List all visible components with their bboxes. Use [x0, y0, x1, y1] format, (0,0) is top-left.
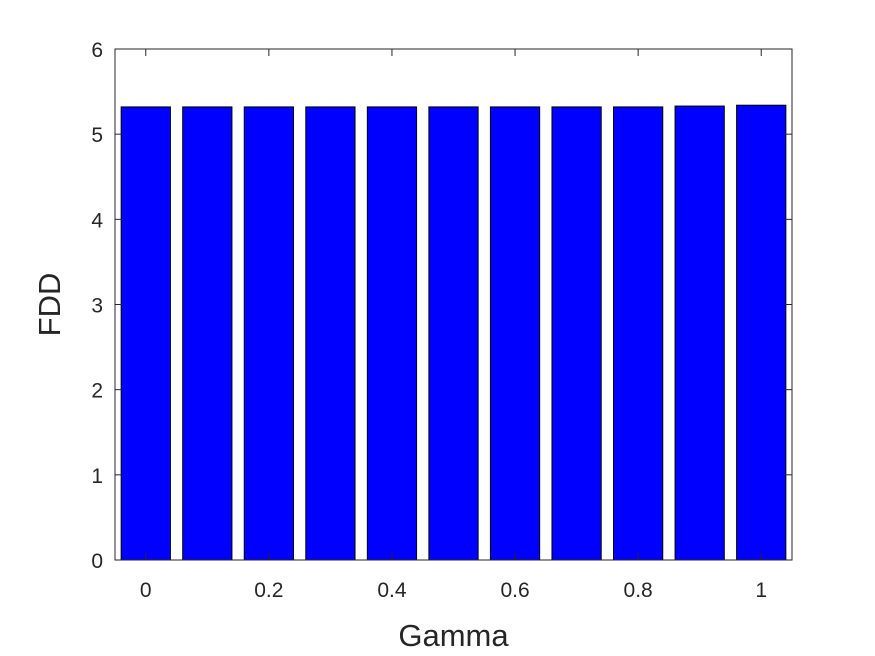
- bar-8: [613, 106, 664, 561]
- x-tick-label-4: 0.8: [624, 579, 653, 602]
- bar-1: [182, 106, 233, 561]
- bar-5: [428, 106, 479, 561]
- x-tick-label-0: 0: [140, 579, 152, 602]
- y-tick-label-3: 3: [91, 295, 103, 318]
- x-axis-label: Gamma: [398, 618, 509, 653]
- bar-2: [243, 106, 294, 561]
- x-tick-label-2: 0.4: [377, 579, 407, 602]
- bar-10: [736, 104, 787, 561]
- y-tick-label-6: 6: [91, 39, 103, 62]
- y-tick-label-0: 0: [91, 550, 103, 573]
- bars: [120, 104, 787, 561]
- bar-7: [551, 106, 602, 561]
- ticks: [115, 48, 792, 561]
- x-tick-label-3: 0.6: [500, 579, 529, 602]
- y-tick-label-4: 4: [91, 209, 103, 232]
- bar-9: [674, 105, 725, 561]
- x-tick-label-1: 0.2: [254, 579, 283, 602]
- bar-3: [305, 106, 356, 561]
- x-tick-label-5: 1: [755, 579, 767, 602]
- bar-4: [366, 106, 418, 561]
- y-tick-label-5: 5: [91, 124, 103, 147]
- bar-0: [120, 106, 171, 561]
- y-tick-label-1: 1: [91, 465, 103, 488]
- y-axis-label: FDD: [32, 273, 67, 337]
- bar-6: [489, 106, 541, 561]
- tick-labels: 0 0.2 0.4 0.6 0.8 1 0 1 2 3 4 5 6: [91, 39, 767, 602]
- y-tick-label-2: 2: [91, 380, 103, 403]
